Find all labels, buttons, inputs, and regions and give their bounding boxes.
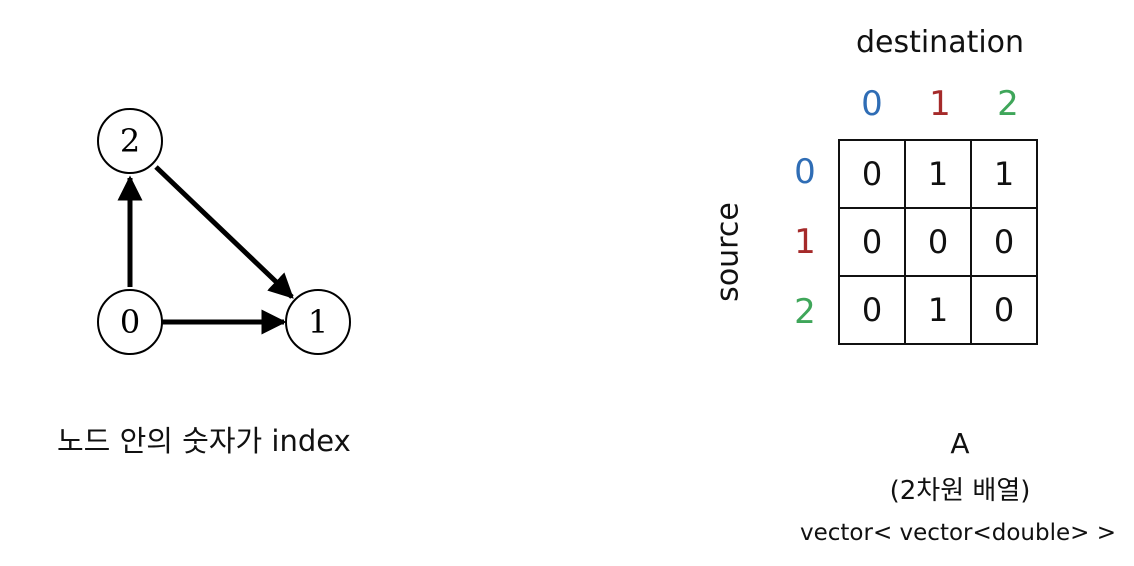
column-index-1: 1: [929, 84, 951, 124]
node-1-label: 1: [308, 303, 328, 341]
matrix-cell: 1: [904, 275, 972, 345]
matrix-cell: 1: [904, 139, 972, 209]
matrix-cell: 0: [904, 207, 972, 277]
array-name: A: [950, 427, 970, 460]
node-0-label: 0: [120, 303, 140, 341]
row-index-2: 2: [794, 292, 816, 332]
graph-caption: 노드 안의 숫자가 index: [57, 424, 351, 458]
directed-graph: 2 0 1: [97, 108, 351, 355]
matrix-cell: 0: [970, 207, 1038, 277]
node-1: 1: [285, 289, 351, 355]
matrix-cell: 0: [970, 275, 1038, 345]
node-2: 2: [97, 108, 163, 174]
matrix-cell: 0: [838, 139, 906, 209]
edge-2-to-1: [154, 165, 294, 299]
node-0: 0: [97, 289, 163, 355]
matrix-cell: 1: [970, 139, 1038, 209]
matrix-row: 0 1 1: [838, 139, 1038, 209]
matrix-cell: 0: [838, 275, 906, 345]
array-type: vector< vector<double> >: [800, 520, 1117, 546]
row-index-1: 1: [794, 222, 816, 262]
node-2-label: 2: [120, 122, 140, 160]
destination-title: destination: [855, 25, 1025, 60]
source-title: source: [710, 202, 746, 302]
matrix-row: 0 1 0: [838, 275, 1038, 345]
row-index-0: 0: [794, 152, 816, 192]
matrix-row: 0 0 0: [838, 207, 1038, 277]
column-index-2: 2: [997, 84, 1019, 124]
array-description: (2차원 배열): [889, 476, 1031, 506]
adjacency-matrix: 0 1 1 0 0 0 0 1 0: [838, 139, 1038, 345]
matrix-cell: 0: [838, 207, 906, 277]
column-index-0: 0: [861, 84, 883, 124]
